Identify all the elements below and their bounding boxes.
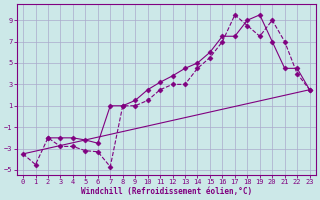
X-axis label: Windchill (Refroidissement éolien,°C): Windchill (Refroidissement éolien,°C) <box>81 187 252 196</box>
